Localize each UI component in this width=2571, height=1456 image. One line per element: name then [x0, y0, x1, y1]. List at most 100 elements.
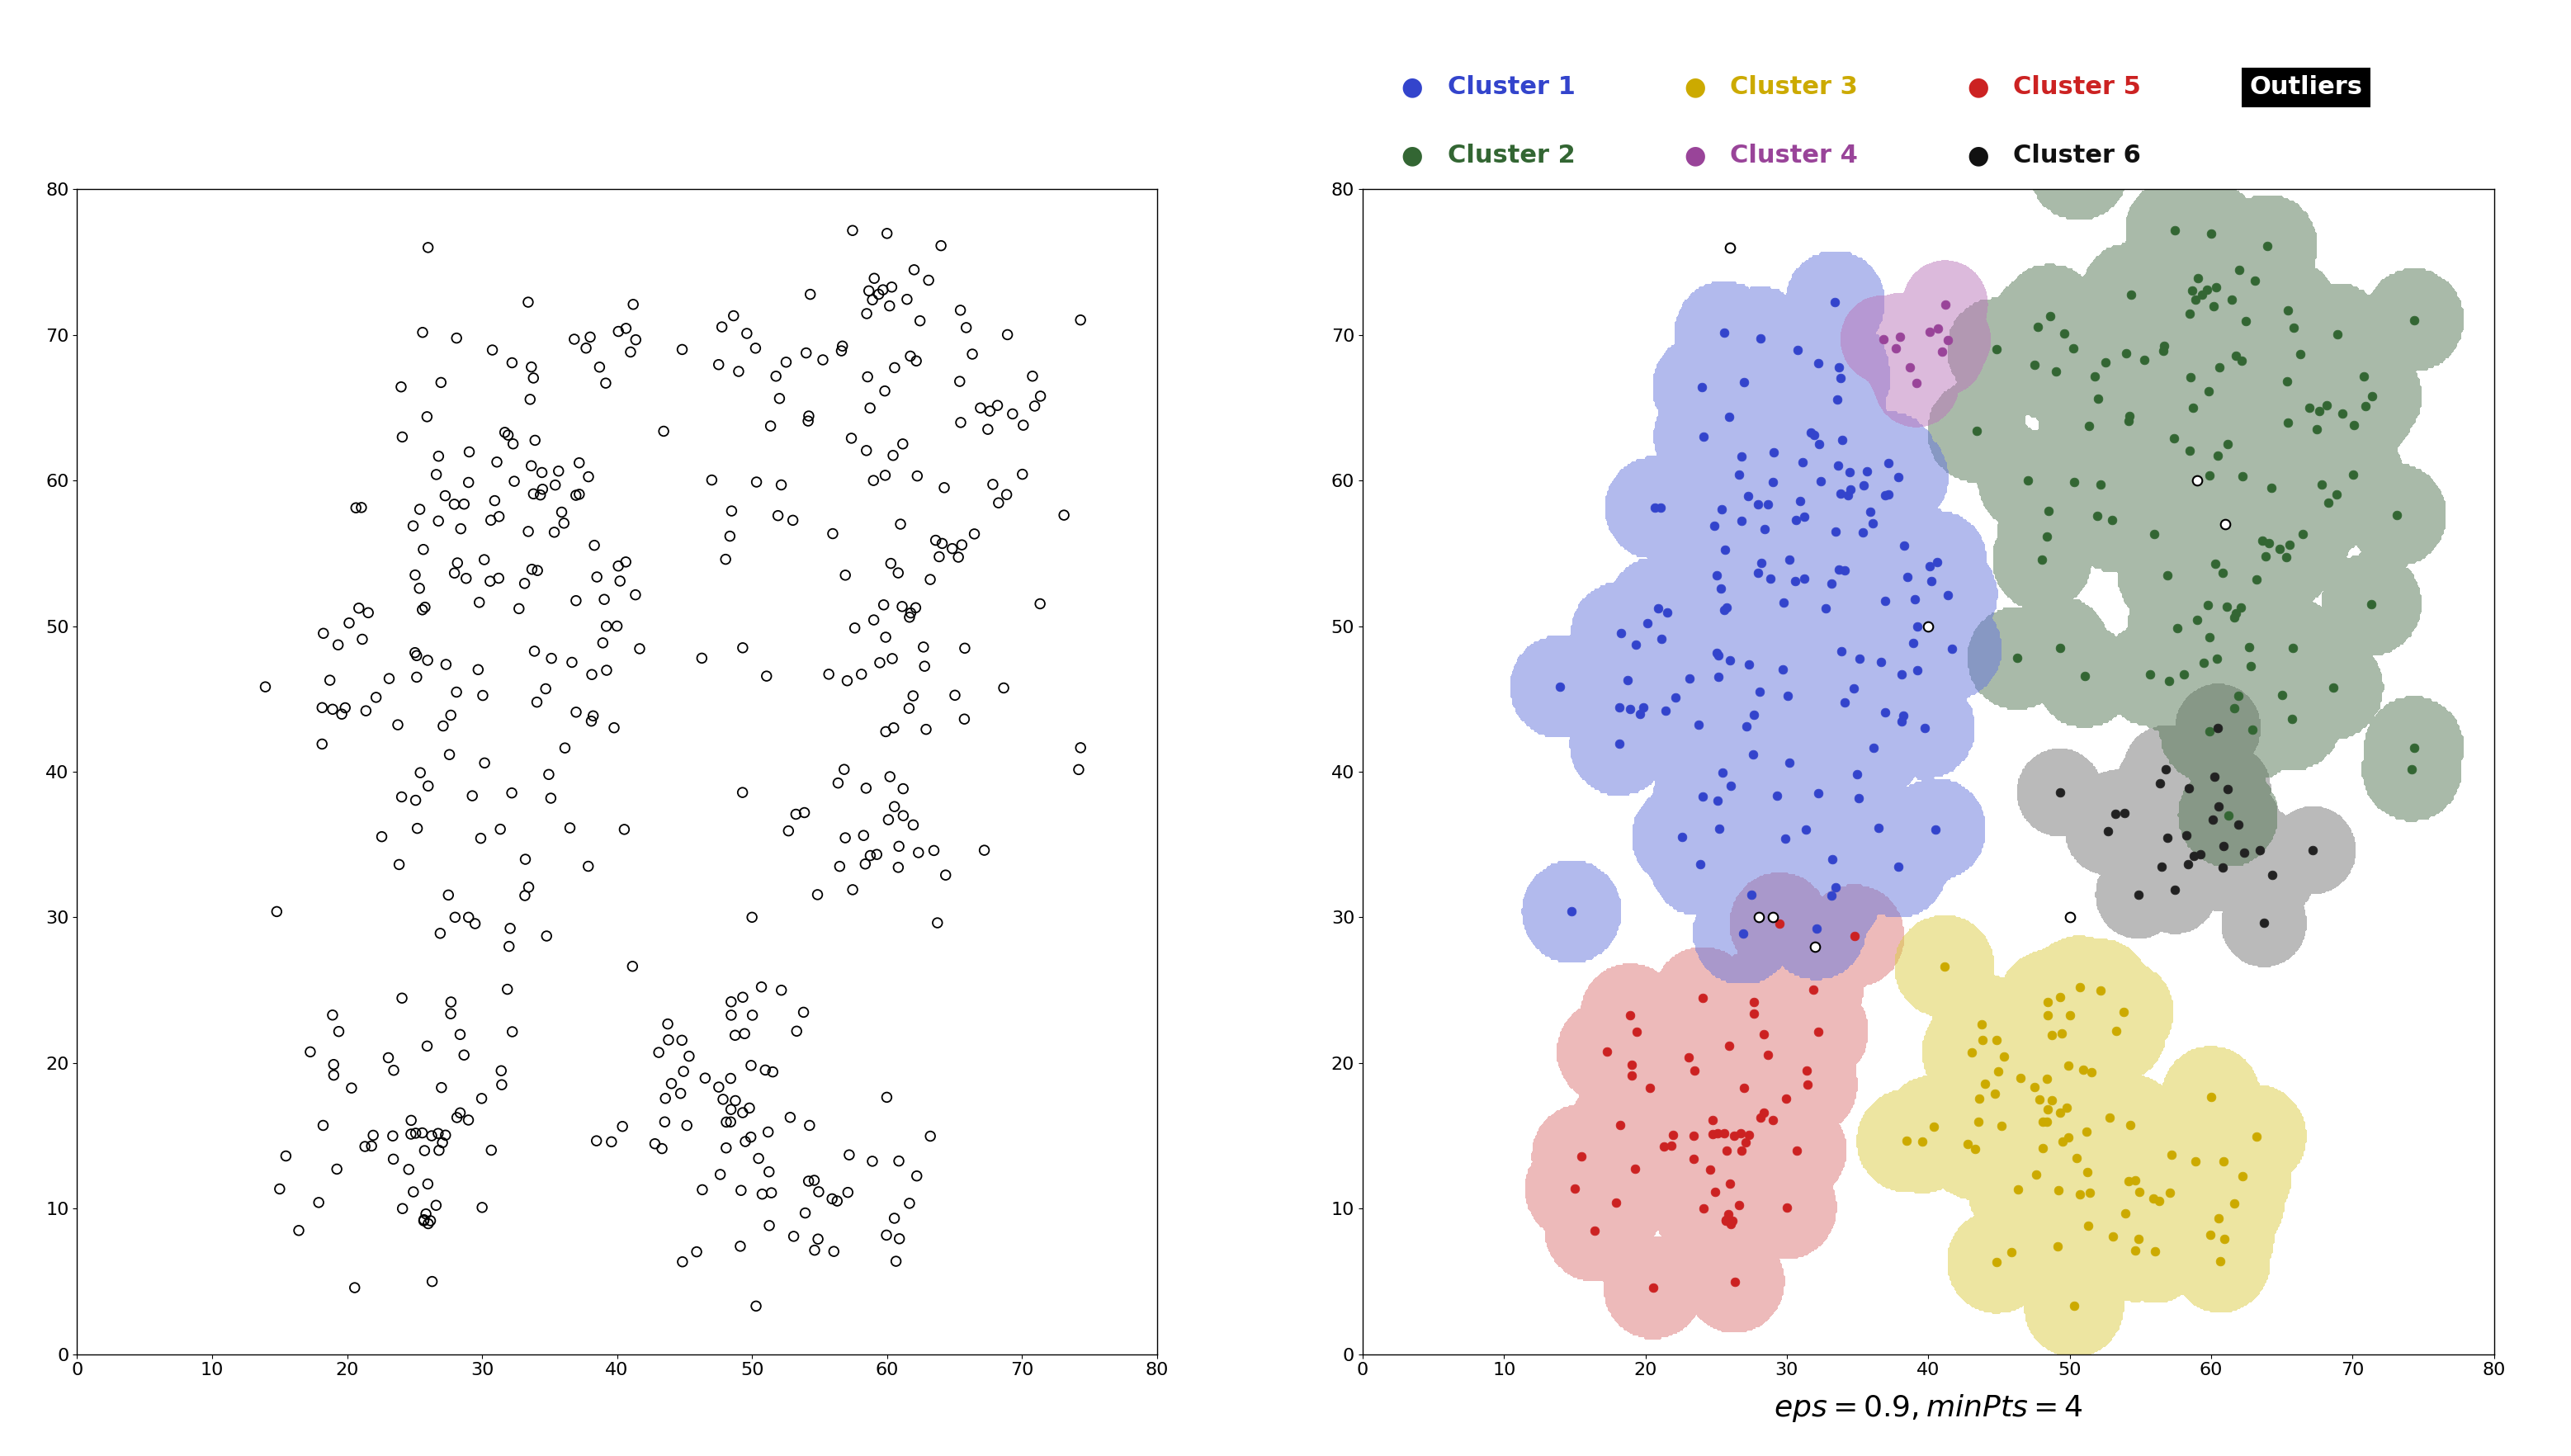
Point	[424, 1124, 465, 1147]
Point	[892, 684, 933, 708]
Point	[920, 234, 962, 258]
Point	[1903, 1130, 1944, 1153]
Point	[2124, 348, 2165, 371]
Point	[2144, 84, 2185, 108]
Point	[509, 875, 550, 898]
Point	[710, 524, 751, 547]
Point	[596, 555, 638, 578]
Point	[571, 662, 612, 686]
Point	[440, 1101, 481, 1124]
Point	[668, 1044, 710, 1067]
Point	[2154, 878, 2196, 901]
Point	[2039, 1179, 2080, 1203]
Point	[1710, 775, 1751, 798]
Point	[776, 802, 818, 826]
Point	[1599, 622, 1640, 645]
Point	[540, 501, 581, 524]
Point	[355, 686, 396, 709]
Point	[1630, 1076, 1671, 1099]
Point	[1717, 1194, 1759, 1217]
Point	[2039, 986, 2080, 1009]
Point	[890, 345, 931, 368]
Point	[807, 662, 848, 686]
Point	[244, 676, 285, 699]
Point	[1975, 1028, 2016, 1051]
Point	[481, 1073, 522, 1096]
Text: $eps = 0.9, minPts = 4$: $eps = 0.9, minPts = 4$	[1774, 1392, 2083, 1424]
Point	[874, 716, 915, 740]
Point	[1818, 454, 1859, 478]
Point	[2021, 547, 2062, 571]
Point	[483, 421, 524, 444]
Point	[2350, 593, 2391, 616]
Point	[2352, 384, 2394, 408]
Point	[2265, 546, 2306, 569]
Point	[843, 824, 884, 847]
Point	[1849, 501, 1890, 524]
Point	[861, 278, 902, 301]
Point	[599, 320, 640, 344]
Point	[301, 696, 342, 719]
Point	[1905, 716, 1946, 740]
Point	[2139, 1190, 2180, 1213]
Point	[1021, 593, 1062, 616]
Point	[2036, 360, 2077, 383]
Point	[1846, 460, 1887, 483]
Text: Cluster 5: Cluster 5	[2013, 76, 2142, 99]
Point	[915, 529, 956, 552]
Point	[524, 677, 566, 700]
Point	[1059, 759, 1100, 782]
Point	[699, 1076, 740, 1099]
Point	[506, 291, 548, 314]
Point	[900, 309, 941, 332]
Point	[2047, 1096, 2088, 1120]
Point	[1882, 705, 1923, 728]
Point	[2070, 415, 2111, 438]
Point	[2080, 473, 2121, 496]
Point	[2018, 1088, 2059, 1111]
Point	[573, 534, 614, 558]
Point	[530, 646, 571, 670]
Point	[614, 328, 656, 351]
Point	[964, 839, 1005, 862]
Point	[866, 721, 908, 744]
Point	[442, 1044, 483, 1067]
Point	[2190, 1223, 2232, 1246]
Point	[1594, 1191, 1635, 1214]
Point	[774, 1224, 815, 1248]
Point	[324, 696, 365, 719]
Point	[381, 987, 422, 1010]
Point	[692, 469, 733, 492]
Point	[710, 1111, 751, 1134]
Point	[260, 1178, 301, 1201]
Text: ●: ●	[1401, 144, 1424, 167]
Point	[1954, 1137, 1995, 1160]
Point	[923, 476, 964, 499]
Point	[851, 844, 892, 868]
Point	[463, 684, 504, 708]
Point	[820, 339, 861, 363]
Point	[604, 550, 645, 574]
Point	[1725, 1131, 1766, 1155]
Point	[2203, 1227, 2244, 1251]
Point	[447, 906, 488, 929]
Point	[846, 776, 887, 799]
Point	[2322, 402, 2363, 425]
Point	[2093, 508, 2134, 531]
Point	[2273, 708, 2314, 731]
Point	[902, 635, 944, 658]
Point	[1638, 597, 1679, 620]
Point	[506, 520, 548, 543]
Point	[725, 322, 766, 345]
Point	[1879, 325, 1921, 348]
Point	[2280, 342, 2322, 365]
Point	[967, 418, 1008, 441]
Point	[422, 1131, 463, 1155]
Point	[1977, 1251, 2018, 1274]
Point	[1728, 483, 1769, 507]
Point	[1651, 1134, 1692, 1158]
Point	[730, 906, 771, 929]
Point	[257, 900, 298, 923]
Point	[910, 1124, 951, 1147]
Point	[458, 658, 499, 681]
